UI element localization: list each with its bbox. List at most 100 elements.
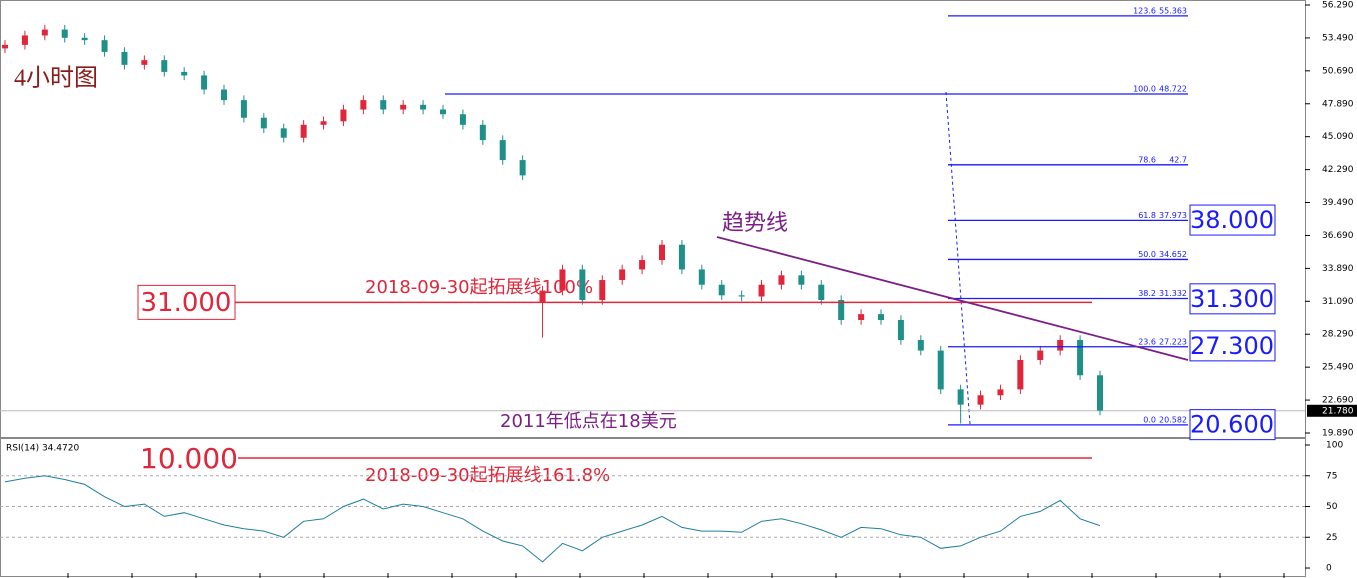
y-tick-label: 50.690 [1322, 66, 1354, 76]
trendline [716, 236, 1189, 361]
candle-body [1017, 359, 1024, 390]
y-tick-label: 19.890 [1322, 429, 1354, 439]
y-tick-label: 47.890 [1322, 99, 1354, 109]
level-value: 27.300 [1190, 332, 1274, 360]
candle-body [121, 51, 128, 65]
candle-body [738, 295, 745, 297]
fib-ratio: 78.6 [1138, 155, 1156, 164]
candle-body [101, 40, 108, 52]
candle-body [41, 29, 48, 36]
y-tick-label: 53.490 [1322, 33, 1354, 43]
candle-body [639, 260, 646, 270]
candle-body [280, 128, 287, 138]
level-value: 31.300 [1190, 285, 1274, 313]
last-price-label: 21.780 [1322, 406, 1354, 416]
fib-ratio: 50.0 [1138, 250, 1156, 259]
y-tick-label: 56.290 [1322, 0, 1354, 10]
y-tick-label: 0 [1326, 564, 1332, 574]
fib-price: 34.652 [1159, 250, 1187, 259]
candle-body [459, 114, 466, 125]
fib-price: 55.363 [1159, 6, 1187, 15]
y-tick-label: 22.690 [1322, 396, 1354, 406]
y-tick-label: 31.090 [1322, 297, 1354, 307]
y-tick-label: 36.690 [1322, 231, 1354, 241]
candle-body [878, 314, 884, 321]
candle-body [937, 350, 944, 390]
candle-body [360, 100, 367, 110]
candle-body [977, 395, 984, 405]
candle-body [698, 269, 705, 285]
candle-body [221, 89, 227, 101]
candle-body [957, 389, 964, 405]
y-tick-label: 75 [1326, 471, 1337, 481]
candle-body [619, 269, 626, 281]
candle-body [917, 339, 924, 351]
candle-body [579, 269, 586, 301]
y-tick-label: 39.490 [1322, 198, 1354, 208]
candle-body [420, 104, 427, 110]
candle-body [599, 280, 606, 301]
y-tick-label: 33.890 [1322, 264, 1354, 274]
y-tick-label: 45.090 [1322, 132, 1354, 142]
y-tick-label: 42.290 [1322, 165, 1354, 175]
level-value: 20.600 [1190, 411, 1274, 439]
y-tick-label: 25.490 [1322, 363, 1354, 373]
level-box [1189, 204, 1276, 236]
candle-body [499, 140, 506, 161]
candle-body [798, 275, 805, 285]
candle-body [161, 60, 168, 72]
candle-body [519, 160, 526, 176]
candle-body [838, 300, 845, 321]
candle-body [1077, 339, 1084, 376]
candle-body [380, 100, 387, 110]
trendline-label: 趋势线 [722, 211, 788, 236]
rsi-target-label: 10.000 [140, 442, 238, 475]
candle-body [141, 60, 148, 65]
candle-body [778, 275, 785, 285]
candle-body [21, 35, 28, 45]
level-box [1189, 330, 1276, 362]
candle-body [718, 284, 725, 296]
candle-body [1097, 375, 1103, 411]
candle-body [61, 29, 68, 38]
candle-body [897, 320, 904, 340]
candle-body [758, 284, 765, 297]
candle-body [440, 109, 446, 115]
candle-body [1037, 350, 1044, 360]
y-tick-label: 100 [1326, 441, 1343, 451]
candle-body [81, 37, 88, 41]
candle-body [260, 117, 267, 129]
rsi-line [4, 475, 1101, 563]
candle-body [1057, 339, 1064, 351]
level-value: 38.000 [1190, 206, 1274, 234]
fib-price: 42.7 [1169, 155, 1187, 164]
candle-body [997, 389, 1004, 396]
y-tick-label: 25 [1326, 533, 1337, 543]
low-note: 2011年低点在18美元 [500, 411, 677, 432]
candle-body [659, 244, 665, 261]
candle-body [400, 104, 407, 110]
fib-price: 27.223 [1159, 337, 1187, 346]
fib-ratio: 123.6 [1133, 6, 1156, 15]
candle-body [340, 109, 347, 122]
last-price-box [1307, 404, 1357, 417]
y-tick-label: 28.290 [1322, 330, 1354, 340]
main-panel [0, 0, 1306, 438]
rsi-label: RSI(14) 34.4720 [6, 444, 79, 454]
rsi-panel [0, 438, 1306, 577]
candle-body [201, 75, 208, 90]
timeframe-label: 4小时图 [14, 65, 98, 92]
candle-body [858, 314, 865, 321]
fib-ratio: 38.2 [1138, 289, 1156, 298]
level-box [1189, 409, 1276, 441]
candle-body [181, 71, 188, 76]
fib-guide [945, 91, 971, 425]
fib-ratio: 0.0 [1143, 415, 1156, 424]
candle-body [320, 121, 327, 125]
extension-box [137, 284, 236, 320]
candle-body [678, 244, 685, 270]
extension-label: 2018-09-30起拓展线100% [365, 277, 593, 298]
fib-ratio: 23.6 [1138, 337, 1156, 346]
level-box [1189, 283, 1276, 315]
